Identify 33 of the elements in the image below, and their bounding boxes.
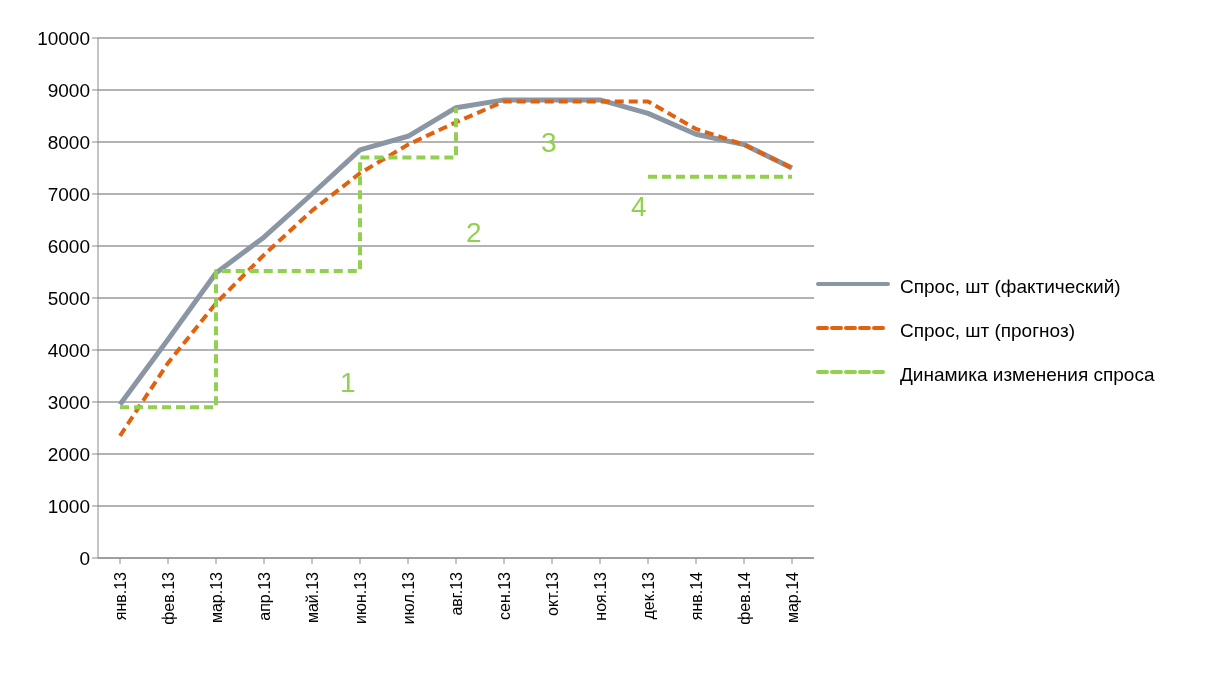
y-tick-label: 8000 xyxy=(47,131,90,153)
x-tick-label: мар.13 xyxy=(207,571,225,624)
x-tick-label: фев.13 xyxy=(159,571,177,625)
annotation: 4 xyxy=(631,191,647,222)
x-tick-label: янв.13 xyxy=(111,571,129,621)
annotation: 3 xyxy=(541,127,557,158)
x-tick-label: дек.13 xyxy=(639,571,657,620)
x-tick-label: сен.13 xyxy=(495,571,513,620)
x-tick-label: июл.13 xyxy=(399,571,417,625)
x-tick-label: авг.13 xyxy=(447,571,465,616)
x-tick-label: апр.13 xyxy=(255,571,273,621)
y-tick-label: 9000 xyxy=(47,79,90,101)
x-tick-label: май.13 xyxy=(303,571,321,624)
legend-label: Динамика изменения спроса xyxy=(900,363,1155,387)
y-tick-label: 2000 xyxy=(47,443,90,465)
y-tick-label: 0 xyxy=(79,547,90,569)
y-tick-label: 3000 xyxy=(47,391,90,413)
x-tick-label: июн.13 xyxy=(351,571,369,625)
x-tick-label: окт.13 xyxy=(543,571,561,616)
legend-label: Спрос, шт (фактический) xyxy=(900,275,1121,299)
y-tick-label: 10000 xyxy=(37,27,90,49)
y-tick-label: 1000 xyxy=(47,495,90,517)
y-tick-label: 6000 xyxy=(47,235,90,257)
x-tick-label: фев.14 xyxy=(735,571,753,625)
annotation: 2 xyxy=(466,217,482,248)
x-tick-label: янв.14 xyxy=(687,571,705,621)
y-tick-label: 4000 xyxy=(47,339,90,361)
x-tick-label: мар.14 xyxy=(783,571,801,624)
x-tick-label: ноя.13 xyxy=(591,571,609,621)
legend-label: Спрос, шт (прогноз) xyxy=(900,319,1075,343)
y-tick-label: 5000 xyxy=(47,287,90,309)
y-tick-label: 7000 xyxy=(47,183,90,205)
annotation: 1 xyxy=(340,367,356,398)
